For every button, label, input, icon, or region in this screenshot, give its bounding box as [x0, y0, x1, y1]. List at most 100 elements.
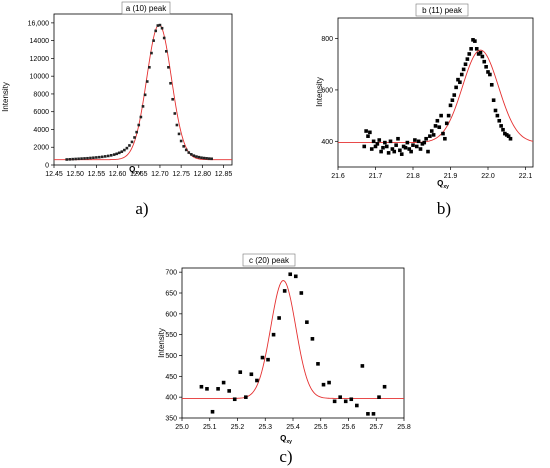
- data-point: [416, 139, 421, 144]
- data-point: [260, 355, 265, 360]
- y-tick-label: 16,000: [28, 20, 50, 27]
- data-point: [68, 158, 71, 161]
- data-point: [495, 113, 500, 118]
- data-point: [471, 38, 475, 42]
- y-axis-label: Intensity: [1, 82, 10, 112]
- data-point: [399, 152, 404, 156]
- panel-label: c): [279, 447, 292, 466]
- data-point: [125, 146, 129, 150]
- data-point: [192, 154, 196, 157]
- data-point: [210, 409, 215, 414]
- y-tick-label: 12000: [30, 56, 50, 63]
- data-point: [210, 157, 213, 161]
- data-point: [428, 134, 432, 138]
- data-point: [456, 77, 460, 82]
- data-point: [162, 36, 166, 40]
- title-box: [415, 3, 469, 17]
- data-point: [130, 140, 134, 144]
- data-point: [115, 152, 119, 156]
- data-point: [135, 130, 138, 134]
- x-tick-label: 12.85: [215, 171, 233, 178]
- title-box: [121, 1, 171, 15]
- x-tick-label: 12.65: [130, 171, 148, 178]
- x-tick-label: 25.8: [397, 424, 411, 431]
- y-tick-label: 600: [165, 311, 177, 318]
- data-point: [158, 23, 162, 27]
- data-point: [381, 145, 385, 150]
- x-axis-label-subscript: xy: [135, 170, 141, 176]
- title-box: [242, 253, 296, 267]
- data-point: [327, 380, 331, 385]
- x-tick-label: 21.7: [369, 173, 383, 180]
- data-point: [499, 124, 503, 128]
- data-point: [282, 289, 287, 293]
- data-point: [403, 145, 408, 150]
- x-tick-label: 22.1: [519, 173, 533, 180]
- data-point: [401, 144, 406, 149]
- data-point: [86, 156, 89, 160]
- y-tick-label: 800: [321, 36, 333, 43]
- data-point: [89, 156, 92, 160]
- data-point: [463, 62, 468, 67]
- data-point: [413, 138, 417, 142]
- x-axis-label: Qxy: [280, 434, 292, 445]
- chart-panel-0: 12.45 12.50 12.55 12.60 12.65 12.70 12.75 12.80…: [1, 1, 233, 218]
- data-point: [232, 397, 237, 402]
- data-point: [461, 67, 466, 72]
- data-point: [112, 153, 116, 156]
- data-point: [491, 98, 496, 103]
- data-point: [426, 149, 430, 154]
- data-point: [160, 26, 164, 30]
- y-tick-label: 650: [165, 291, 177, 298]
- data-point: [439, 113, 443, 118]
- data-point: [148, 65, 151, 69]
- data-point: [467, 52, 472, 56]
- data-point: [383, 140, 387, 145]
- x-tick-label: 12.55: [88, 171, 106, 178]
- data-point: [123, 148, 126, 152]
- data-point: [493, 108, 498, 113]
- data-point: [377, 138, 382, 142]
- data-point: [382, 384, 387, 389]
- y-tick-label: 600: [321, 87, 333, 94]
- y-tick-label: 350: [165, 416, 177, 423]
- data-point: [184, 148, 188, 152]
- data-point: [321, 382, 326, 387]
- x-axis-label: Qxy: [437, 179, 449, 190]
- data-point: [489, 82, 494, 87]
- plot-frame: [181, 267, 405, 419]
- data-point: [143, 93, 147, 97]
- data-point: [249, 372, 254, 377]
- data-point: [386, 151, 391, 155]
- data-point: [200, 156, 203, 160]
- data-point: [187, 151, 191, 154]
- data-point: [216, 387, 220, 391]
- data-point: [316, 362, 320, 366]
- data-point: [443, 136, 447, 141]
- data-point: [508, 136, 513, 141]
- data-point: [169, 81, 172, 85]
- data-point: [375, 142, 380, 146]
- x-tick-label: 21.8: [406, 173, 420, 180]
- y-tick-label: 550: [165, 332, 177, 339]
- data-point: [171, 97, 174, 101]
- data-point: [411, 143, 415, 147]
- data-point: [95, 156, 98, 159]
- data-point: [154, 29, 158, 33]
- fit-curve: [182, 280, 404, 399]
- data-point: [71, 157, 74, 161]
- data-point: [414, 144, 419, 149]
- data-point: [373, 144, 378, 149]
- data-point: [368, 130, 372, 135]
- data-point: [452, 93, 457, 97]
- data-point: [488, 72, 492, 77]
- data-point: [195, 155, 198, 158]
- data-point: [362, 144, 367, 149]
- data-point: [117, 151, 121, 155]
- y-tick-label: 10000: [30, 74, 50, 81]
- data-point: [474, 47, 479, 51]
- chart-title: b (11) peak: [422, 6, 463, 15]
- data-point: [98, 155, 101, 159]
- data-point: [238, 370, 243, 374]
